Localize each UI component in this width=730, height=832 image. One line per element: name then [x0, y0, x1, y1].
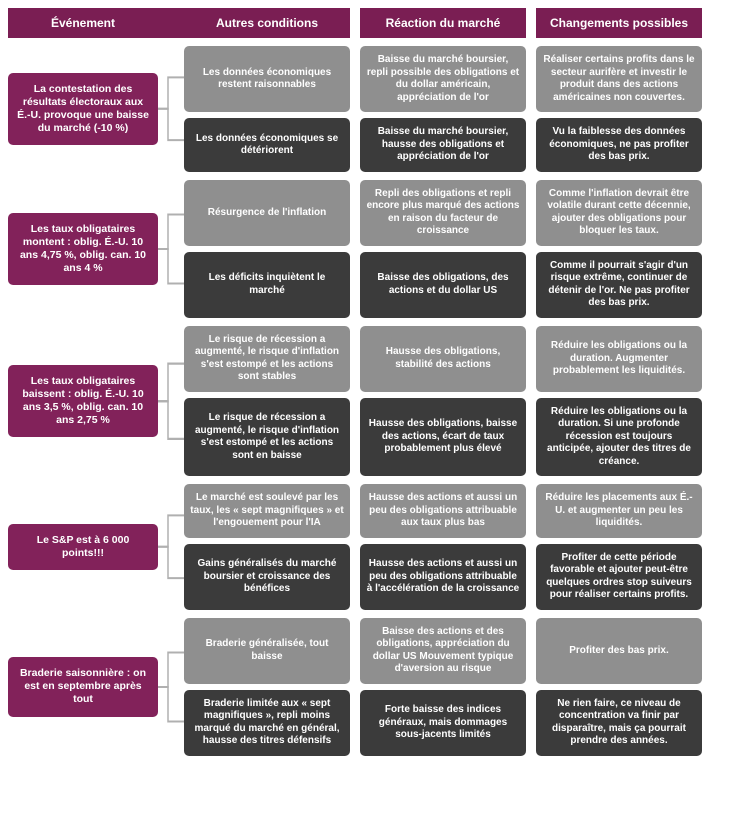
- change-cell: Réduire les placements aux É.-U. et augm…: [536, 484, 702, 538]
- data-row: Résurgence de l'inflationRepli des oblig…: [184, 180, 722, 246]
- header-row: Événement Autres conditions Réaction du …: [8, 8, 722, 38]
- connector: [158, 618, 184, 756]
- event-column: Les taux obligataires montent : oblig. É…: [8, 180, 158, 318]
- reaction-cell: Hausse des actions et aussi un peu des o…: [360, 544, 526, 610]
- header-event: Événement: [8, 8, 158, 38]
- change-cell: Réduire les obligations ou la duration. …: [536, 326, 702, 392]
- condition-cell: Le risque de récession a augmenté, le ri…: [184, 326, 350, 392]
- data-row: Les déficits inquiètent le marchéBaisse …: [184, 252, 722, 318]
- connector: [158, 326, 184, 477]
- change-cell: Ne rien faire, ce niveau de concentratio…: [536, 690, 702, 756]
- event-column: Le S&P est à 6 000 points!!!: [8, 484, 158, 610]
- data-row: Braderie limitée aux « sept magnifiques …: [184, 690, 722, 756]
- reaction-cell: Baisse du marché boursier, repli possibl…: [360, 46, 526, 112]
- section: Le S&P est à 6 000 points!!! Le marché es…: [8, 484, 722, 610]
- section: La contestation des résultats électoraux…: [8, 46, 722, 172]
- condition-cell: Braderie limitée aux « sept magnifiques …: [184, 690, 350, 756]
- event-box: La contestation des résultats électoraux…: [8, 73, 158, 146]
- reaction-cell: Baisse du marché boursier, hausse des ob…: [360, 118, 526, 172]
- condition-cell: Braderie généralisée, tout baisse: [184, 618, 350, 684]
- change-cell: Profiter des bas prix.: [536, 618, 702, 684]
- header-conditions: Autres conditions: [184, 8, 350, 38]
- event-column: Braderie saisonnière : on est en septemb…: [8, 618, 158, 756]
- condition-cell: Le marché est soulevé par les taux, les …: [184, 484, 350, 538]
- reaction-cell: Repli des obligations et repli encore pl…: [360, 180, 526, 246]
- header-changes: Changements possibles: [536, 8, 702, 38]
- event-box: Les taux obligataires montent : oblig. É…: [8, 213, 158, 286]
- event-box: Les taux obligataires baissent : oblig. …: [8, 365, 158, 438]
- rows-column: Les données économiques restent raisonna…: [184, 46, 722, 172]
- condition-cell: Résurgence de l'inflation: [184, 180, 350, 246]
- event-box: Le S&P est à 6 000 points!!!: [8, 524, 158, 570]
- header-reaction: Réaction du marché: [360, 8, 526, 38]
- rows-column: Braderie généralisée, tout baisseBaisse …: [184, 618, 722, 756]
- condition-cell: Les données économiques restent raisonna…: [184, 46, 350, 112]
- reaction-cell: Hausse des actions et aussi un peu des o…: [360, 484, 526, 538]
- reaction-cell: Hausse des obligations, baisse des actio…: [360, 398, 526, 477]
- connector: [158, 180, 184, 318]
- data-row: Les données économiques se détériorentBa…: [184, 118, 722, 172]
- condition-cell: Le risque de récession a augmenté, le ri…: [184, 398, 350, 477]
- event-box: Braderie saisonnière : on est en septemb…: [8, 657, 158, 716]
- data-row: Le marché est soulevé par les taux, les …: [184, 484, 722, 538]
- change-cell: Comme l'inflation devrait être volatile …: [536, 180, 702, 246]
- change-cell: Comme il pourrait s'agir d'un risque ext…: [536, 252, 702, 318]
- header-spacer: [158, 8, 184, 38]
- data-row: Le risque de récession a augmenté, le ri…: [184, 326, 722, 392]
- data-row: Les données économiques restent raisonna…: [184, 46, 722, 112]
- reaction-cell: Baisse des actions et des obligations, a…: [360, 618, 526, 684]
- rows-column: Le risque de récession a augmenté, le ri…: [184, 326, 722, 477]
- event-column: Les taux obligataires baissent : oblig. …: [8, 326, 158, 477]
- data-row: Le risque de récession a augmenté, le ri…: [184, 398, 722, 477]
- reaction-cell: Forte baisse des indices généraux, mais …: [360, 690, 526, 756]
- condition-cell: Les déficits inquiètent le marché: [184, 252, 350, 318]
- change-cell: Réduire les obligations ou la duration. …: [536, 398, 702, 477]
- data-row: Gains généralisés du marché boursier et …: [184, 544, 722, 610]
- change-cell: Vu la faiblesse des données économiques,…: [536, 118, 702, 172]
- change-cell: Réaliser certains profits dans le secteu…: [536, 46, 702, 112]
- condition-cell: Gains généralisés du marché boursier et …: [184, 544, 350, 610]
- rows-column: Le marché est soulevé par les taux, les …: [184, 484, 722, 610]
- condition-cell: Les données économiques se détériorent: [184, 118, 350, 172]
- connector: [158, 484, 184, 610]
- event-column: La contestation des résultats électoraux…: [8, 46, 158, 172]
- sections-container: La contestation des résultats électoraux…: [8, 46, 722, 756]
- reaction-cell: Hausse des obligations, stabilité des ac…: [360, 326, 526, 392]
- rows-column: Résurgence de l'inflationRepli des oblig…: [184, 180, 722, 318]
- section: Braderie saisonnière : on est en septemb…: [8, 618, 722, 756]
- reaction-cell: Baisse des obligations, des actions et d…: [360, 252, 526, 318]
- data-row: Braderie généralisée, tout baisseBaisse …: [184, 618, 722, 684]
- change-cell: Profiter de cette période favorable et a…: [536, 544, 702, 610]
- connector: [158, 46, 184, 172]
- section: Les taux obligataires baissent : oblig. …: [8, 326, 722, 477]
- section: Les taux obligataires montent : oblig. É…: [8, 180, 722, 318]
